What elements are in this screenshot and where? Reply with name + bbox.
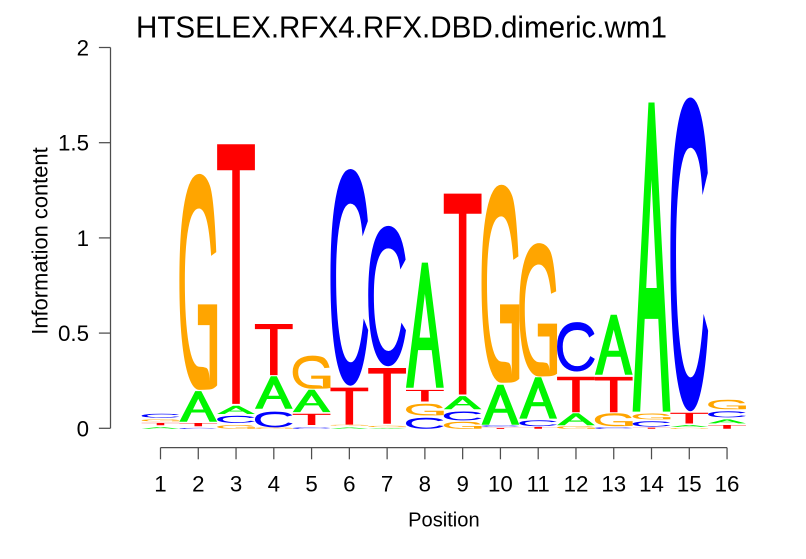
svg-text:7: 7	[381, 472, 393, 497]
svg-text:13: 13	[601, 472, 626, 497]
svg-text:6: 6	[343, 472, 355, 497]
svg-text:1: 1	[77, 226, 89, 251]
svg-text:Position: Position	[408, 510, 480, 532]
svg-text:14: 14	[639, 472, 664, 497]
svg-text:1.5: 1.5	[58, 131, 89, 156]
svg-text:11: 11	[527, 472, 550, 497]
svg-text:16: 16	[715, 472, 740, 497]
svg-text:5: 5	[305, 472, 317, 497]
svg-text:8: 8	[419, 472, 431, 497]
svg-text:1: 1	[154, 472, 166, 497]
svg-text:Information content: Information content	[28, 147, 53, 334]
svg-text:9: 9	[456, 472, 468, 497]
svg-text:3: 3	[230, 472, 242, 497]
svg-text:10: 10	[488, 472, 513, 497]
svg-text:0: 0	[77, 416, 89, 441]
svg-text:4: 4	[268, 472, 280, 497]
svg-text:0.5: 0.5	[58, 321, 89, 346]
svg-text:HTSELEX.RFX4.RFX.DBD.dimeric.w: HTSELEX.RFX4.RFX.DBD.dimeric.wm1	[136, 10, 667, 45]
svg-text:2: 2	[192, 472, 204, 497]
svg-text:15: 15	[677, 472, 702, 497]
svg-text:2: 2	[77, 36, 89, 61]
svg-text:12: 12	[564, 472, 589, 497]
